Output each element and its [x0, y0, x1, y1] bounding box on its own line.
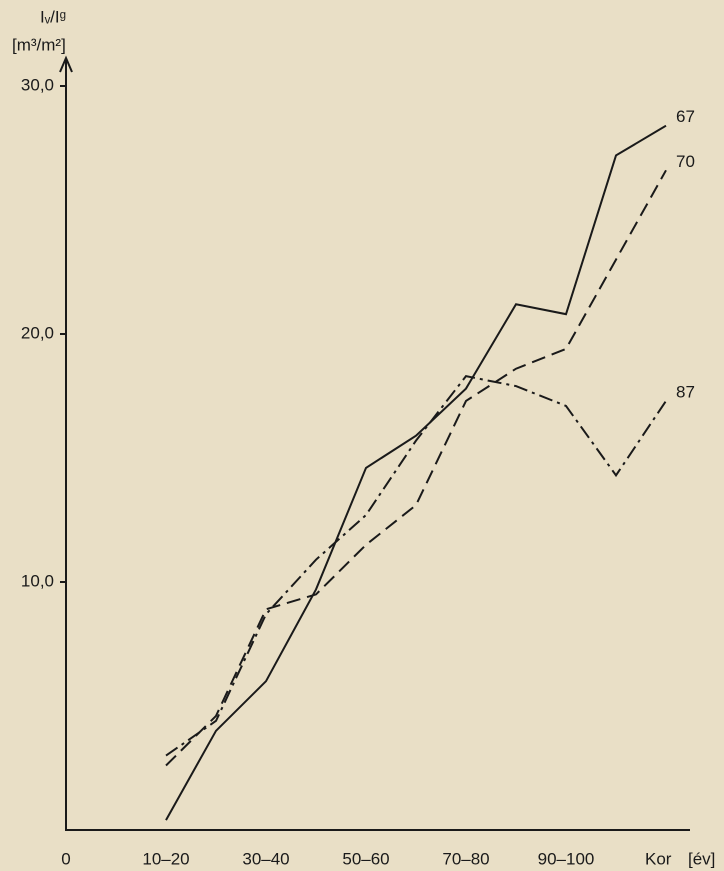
x-tick-label: 90–100	[538, 849, 595, 868]
x-tick-label: 0	[61, 849, 70, 868]
series-line	[166, 170, 666, 765]
y-axis-unit: [m³/m²]	[12, 35, 66, 54]
series-line	[166, 126, 666, 820]
y-tick-label: 20,0	[21, 323, 54, 342]
chart: Iᵥ/Iᵍ [m³/m²] Kor [év] 10,0 20,0 30,0 0 10–2…	[0, 0, 724, 871]
x-axis-unit: [év]	[688, 849, 715, 868]
series-line	[166, 376, 666, 755]
series-label: 70	[676, 152, 695, 171]
series-label: 67	[676, 107, 695, 126]
x-tick-label: 10–20	[142, 849, 189, 868]
series-label: 87	[676, 382, 695, 401]
y-tick-label: 30,0	[21, 75, 54, 94]
x-tick-label: 30–40	[242, 849, 289, 868]
y-tick-label: 10,0	[21, 571, 54, 590]
y-axis-label: Iᵥ/Iᵍ	[40, 7, 66, 26]
page: {"chart_data": { "type": "line", "y_labe…	[0, 0, 724, 871]
x-tick-label: 50–60	[342, 849, 389, 868]
x-tick-label: 70–80	[442, 849, 489, 868]
x-axis-label: Kor	[645, 849, 672, 868]
